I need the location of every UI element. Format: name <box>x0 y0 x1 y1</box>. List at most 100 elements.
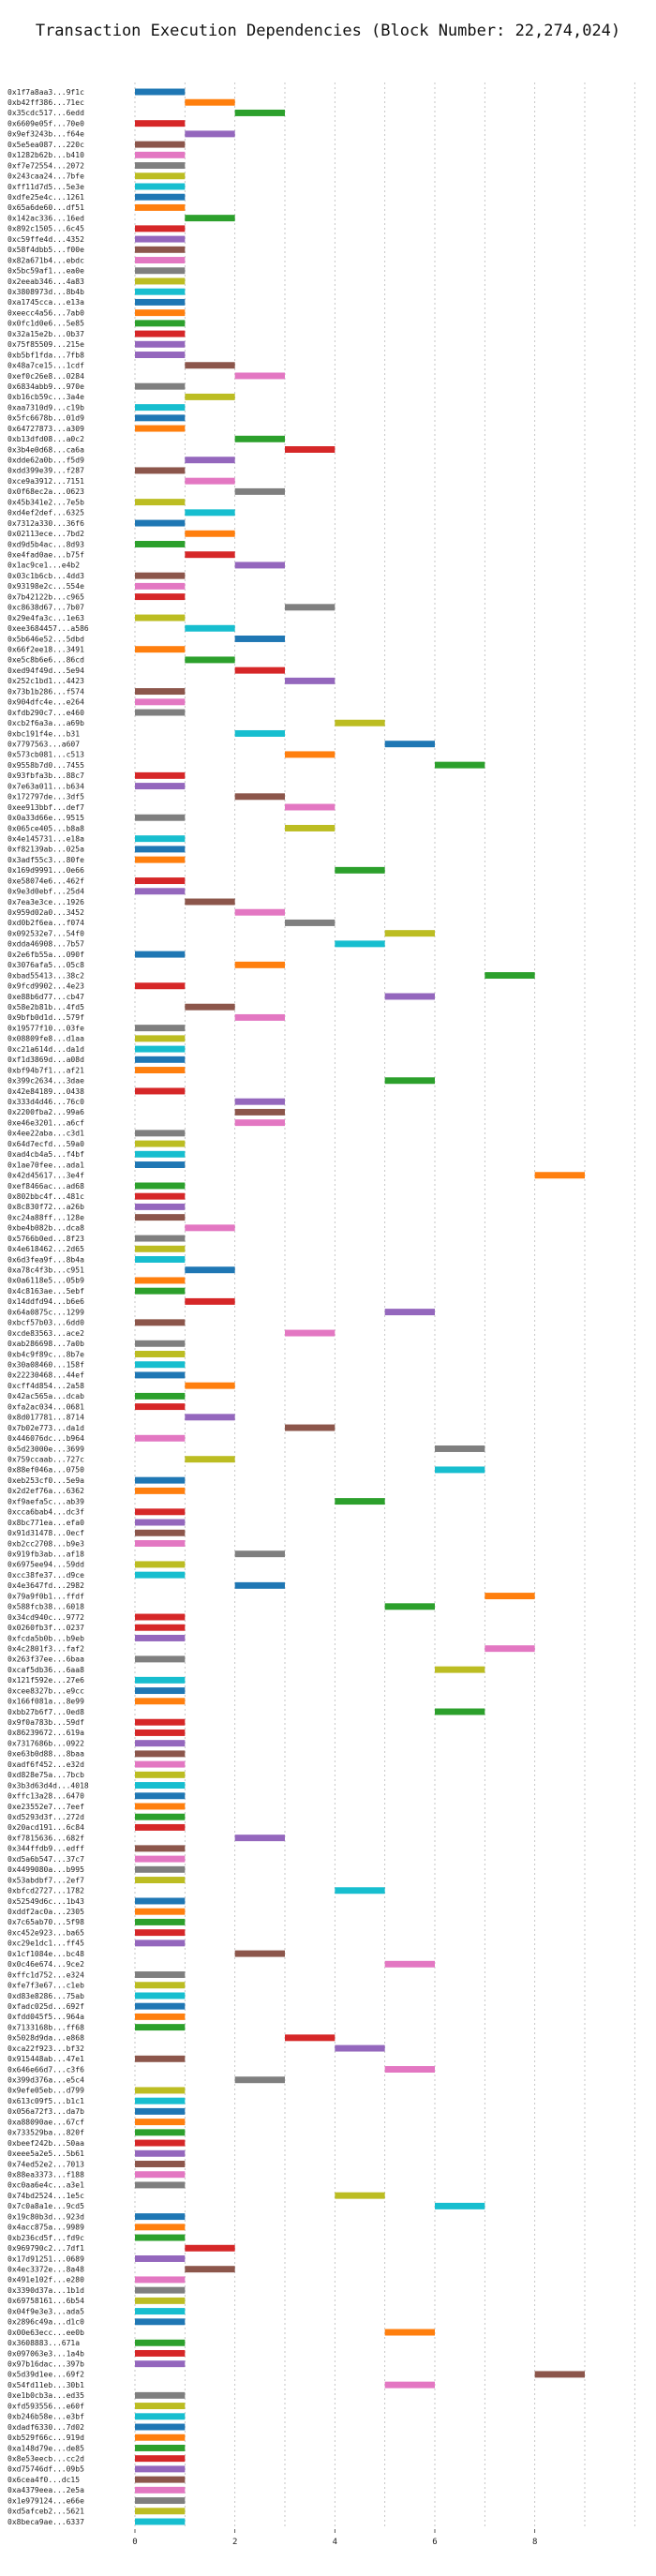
transaction-bar <box>135 88 186 96</box>
transaction-label: 0x6834abb9...970e <box>7 382 84 391</box>
transaction-label: 0x959d02a0...3452 <box>7 908 84 917</box>
transaction-label: 0xf1d3869d...a08d <box>7 1056 84 1064</box>
transaction-label: 0x6975ee94...59dd <box>7 1561 84 1569</box>
transaction-bar <box>335 1887 385 1895</box>
transaction-bar <box>135 120 186 127</box>
transaction-label: 0x3b4e0d68...ca6a <box>7 445 84 454</box>
transaction-label: 0x75f85509...215e <box>7 340 84 349</box>
transaction-label: 0x54fd11eb...30b1 <box>7 2381 84 2389</box>
transaction-bar <box>185 98 235 106</box>
transaction-label: 0x32a15e2b...0b37 <box>7 330 84 338</box>
transaction-label: 0x169d9991...0e66 <box>7 866 84 875</box>
x-tick-label: 8 <box>532 2538 537 2547</box>
transaction-bar <box>135 1561 186 1568</box>
transaction-label: 0x5b646e52...5dbd <box>7 635 84 643</box>
transaction-bar <box>135 267 186 275</box>
transaction-bar <box>135 1182 186 1190</box>
transaction-bar <box>185 509 235 517</box>
transaction-bar <box>234 1119 285 1127</box>
transaction-bar <box>234 1098 285 1105</box>
transaction-bar <box>135 1813 186 1820</box>
transaction-bar <box>135 1035 186 1042</box>
transaction-bar <box>534 2371 585 2378</box>
transaction-label: 0xb5bf1fda...7fb8 <box>7 351 84 359</box>
transaction-label: 0xbc191f4e...b31 <box>7 729 80 738</box>
transaction-bar <box>135 330 186 337</box>
transaction-bar <box>435 1708 485 1715</box>
transaction-label: 0x9bfb0d1d...579f <box>7 1013 84 1022</box>
transaction-bar <box>185 215 235 222</box>
transaction-label: 0x491e102f...e280 <box>7 2276 84 2284</box>
transaction-bar <box>135 1351 186 1357</box>
transaction-bar <box>135 2444 186 2451</box>
transaction-bar <box>285 604 335 611</box>
transaction-label: 0xcff4d854...2a58 <box>7 1382 84 1390</box>
transaction-label: 0x4acc875a...9989 <box>7 2224 84 2232</box>
transaction-bar <box>135 2434 186 2441</box>
transaction-bar <box>135 1340 186 1347</box>
transaction-label: 0xd0b2f6ea...f074 <box>7 919 84 927</box>
transaction-bar <box>335 940 385 948</box>
transaction-label: 0x3608883...671a <box>7 2339 80 2347</box>
transaction-bar <box>135 2486 186 2494</box>
transaction-label: 0xa4379eea...2e5a <box>7 2486 84 2494</box>
transaction-bar <box>135 1624 186 1631</box>
transaction-label: 0x588fcb38...6018 <box>7 1603 84 1611</box>
transaction-bar <box>185 1414 235 1421</box>
transaction-bar <box>135 2276 186 2284</box>
transaction-bar <box>135 2119 186 2126</box>
transaction-bar <box>185 2244 235 2252</box>
transaction-label: 0xf7815636...682f <box>7 1834 84 1842</box>
transaction-bar <box>534 1172 585 1179</box>
transaction-label: 0x7312a330...36f6 <box>7 519 84 528</box>
transaction-label: 0x5d39d1ee...69f2 <box>7 2371 84 2379</box>
transaction-label: 0x092532e7...54f0 <box>7 929 84 937</box>
transaction-bar <box>135 2497 186 2505</box>
transaction-bar <box>135 688 186 696</box>
transaction-label: 0x3076afa5...05c8 <box>7 961 84 969</box>
transaction-bar <box>185 1297 235 1305</box>
transaction-bar <box>135 1792 186 1800</box>
transaction-bar <box>135 382 186 390</box>
transaction-label: 0x7797563...a607 <box>7 740 80 748</box>
transaction-label: 0x4ee22aba...c3d1 <box>7 1130 84 1138</box>
transaction-bar <box>135 1434 186 1442</box>
transaction-label: 0xb529f66c...919d <box>7 2434 84 2442</box>
transaction-label: 0xef0c26e8...0284 <box>7 372 84 381</box>
transaction-bar <box>135 2097 186 2104</box>
transaction-label: 0x399c2634...3dae <box>7 1077 84 1086</box>
transaction-label: 0xc59ffe4d...4352 <box>7 235 84 244</box>
transaction-bar <box>335 1498 385 1505</box>
transaction-bar <box>285 2034 335 2042</box>
transaction-label: 0x056a72f3...da7b <box>7 2107 84 2116</box>
transaction-label: 0xbcf57b03...6dd0 <box>7 1319 84 1327</box>
transaction-label: 0x646e66d7...c3f6 <box>7 2065 84 2074</box>
transaction-label: 0xad4cb4a5...f4bf <box>7 1150 84 1159</box>
transaction-bar <box>135 2013 186 2020</box>
transaction-bar <box>435 1445 485 1452</box>
transaction-bar <box>234 2076 285 2084</box>
transaction-bar <box>135 404 186 412</box>
transaction-bar <box>135 141 186 148</box>
transaction-label: 0x8beca9ae...6337 <box>7 2518 84 2526</box>
transaction-bar <box>135 2403 186 2410</box>
transaction-bar <box>285 1424 335 1431</box>
transaction-label: 0xbad55413...38c2 <box>7 971 84 980</box>
transaction-label: 0x3808973d...8b4b <box>7 288 84 296</box>
transaction-label: 0xdde62a0b...f5d9 <box>7 457 84 465</box>
transaction-label: 0x5e5ea087...220c <box>7 141 84 149</box>
transaction-label: 0xffc1d752...e324 <box>7 1970 84 1979</box>
transaction-bar <box>234 908 285 916</box>
transaction-label: 0xd83e8286...75ab <box>7 1992 84 2000</box>
transaction-label: 0xd5a6b547...37c7 <box>7 1855 84 1864</box>
transaction-label: 0x93fbfa3b...88c7 <box>7 771 84 780</box>
transaction-label: 0xc8638d67...7b07 <box>7 604 84 612</box>
transaction-bar <box>135 2129 186 2136</box>
transaction-label: 0x9fcd9902...4e23 <box>7 982 84 991</box>
transaction-bar <box>135 1235 186 1242</box>
transaction-bar <box>135 288 186 295</box>
transaction-label: 0x613c09f5...b1c1 <box>7 2097 84 2105</box>
transaction-bar <box>135 1056 186 1063</box>
transaction-label: 0xe58074e6...462f <box>7 876 84 885</box>
